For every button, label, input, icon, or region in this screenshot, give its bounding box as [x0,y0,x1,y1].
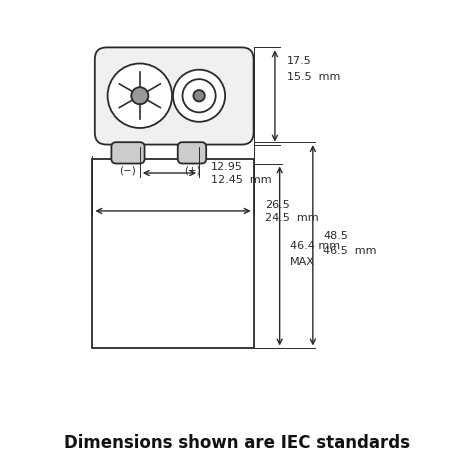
Text: MAX: MAX [290,257,315,267]
Text: 15.5  mm: 15.5 mm [287,72,340,82]
Text: 46.5  mm: 46.5 mm [323,246,377,256]
FancyBboxPatch shape [95,47,254,145]
Text: 46.4 mm: 46.4 mm [290,241,340,252]
Text: 12.45  mm: 12.45 mm [211,175,272,185]
Circle shape [108,64,172,128]
Text: 48.5: 48.5 [323,231,348,241]
Text: (−): (−) [119,165,137,176]
FancyBboxPatch shape [111,142,145,164]
Bar [92,159,254,348]
Text: 24.5  mm: 24.5 mm [265,213,319,223]
Circle shape [182,79,216,112]
Circle shape [173,70,225,122]
Circle shape [131,87,148,104]
Text: 12.95: 12.95 [211,162,243,172]
Text: Dimensions shown are IEC standards: Dimensions shown are IEC standards [64,434,410,452]
Text: 26.5: 26.5 [265,200,290,210]
Circle shape [193,90,205,101]
FancyBboxPatch shape [178,142,206,164]
Text: (+): (+) [183,165,201,176]
Text: 17.5: 17.5 [287,55,311,66]
